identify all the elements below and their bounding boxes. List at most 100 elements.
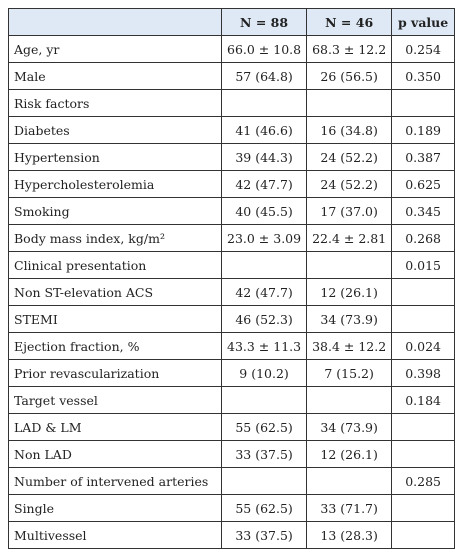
cell: 12 (26.1) [306, 440, 393, 468]
cell: 33 (71.7) [306, 494, 393, 522]
cell [220, 386, 308, 414]
table-row: Target vessel 0.184 [8, 386, 455, 414]
cell [220, 89, 308, 117]
cell: 0.015 [391, 251, 455, 279]
cell: 0.285 [391, 467, 455, 495]
table-row: LAD & LM 55 (62.5) 34 (73.9) [8, 413, 455, 441]
cell: 17 (37.0) [306, 197, 393, 225]
cell [391, 278, 455, 306]
cell: 0.350 [391, 62, 455, 90]
cell [391, 440, 455, 468]
row-label: Target vessel [8, 386, 222, 414]
cell: 23.0 ± 3.09 [220, 224, 308, 252]
cell: 55 (62.5) [220, 494, 308, 522]
cell: 9 (10.2) [220, 359, 308, 387]
row-label: Smoking [8, 197, 222, 225]
cell: 24 (52.2) [306, 170, 393, 198]
row-label: Clinical presentation [8, 251, 222, 279]
row-label: Single [8, 494, 222, 522]
cell: 0.625 [391, 170, 455, 198]
cell: 0.387 [391, 143, 455, 171]
row-label: Risk factors [8, 89, 222, 117]
table-row: Ejection fraction, % 43.3 ± 11.3 38.4 ± 12… [8, 332, 455, 360]
row-label: Number of intervened arteries [8, 467, 222, 495]
row-label: Hypertension [8, 143, 222, 171]
cell: 38.4 ± 12.2 [306, 332, 393, 360]
cell: 41 (46.6) [220, 116, 308, 144]
cell: 0.398 [391, 359, 455, 387]
table-row: Hypercholesterolemia 42 (47.7) 24 (52.2) 0.… [8, 170, 455, 198]
row-label: Diabetes [8, 116, 222, 144]
cell [391, 89, 455, 117]
table-row: Age, yr 66.0 ± 10.8 68.3 ± 12.2 0.254 [8, 35, 455, 63]
row-label: LAD & LM [8, 413, 222, 441]
cell: 16 (34.8) [306, 116, 393, 144]
cell [306, 467, 393, 495]
table-row: Diabetes 41 (46.6) 16 (34.8) 0.189 [8, 116, 455, 144]
cell: 13 (28.3) [306, 521, 393, 549]
cell: 33 (37.5) [220, 440, 308, 468]
header-cell: N = 88 [220, 8, 308, 36]
table-row: Non LAD 33 (37.5) 12 (26.1) [8, 440, 455, 468]
row-label: Multivessel [8, 521, 222, 549]
cell: 0.345 [391, 197, 455, 225]
cell: 40 (45.5) [220, 197, 308, 225]
cell [391, 494, 455, 522]
cell: 0.184 [391, 386, 455, 414]
cell [391, 521, 455, 549]
data-table: N = 88 N = 46 p value Age, yr 66.0 ± 10.8 68… [8, 8, 455, 549]
table-row: Single 55 (62.5) 33 (71.7) [8, 494, 455, 522]
cell [306, 386, 393, 414]
cell: 43.3 ± 11.3 [220, 332, 308, 360]
row-label: Non LAD [8, 440, 222, 468]
cell: 34 (73.9) [306, 413, 393, 441]
cell: 24 (52.2) [306, 143, 393, 171]
cell: 7 (15.2) [306, 359, 393, 387]
row-label: Hypercholesterolemia [8, 170, 222, 198]
cell: 34 (73.9) [306, 305, 393, 333]
table-row: STEMI 46 (52.3) 34 (73.9) [8, 305, 455, 333]
cell: 0.189 [391, 116, 455, 144]
cell [391, 305, 455, 333]
row-label: Ejection fraction, % [8, 332, 222, 360]
row-label: Male [8, 62, 222, 90]
row-label: Non ST-elevation ACS [8, 278, 222, 306]
header-cell: N = 46 [306, 8, 393, 36]
table-row: Smoking 40 (45.5) 17 (37.0) 0.345 [8, 197, 455, 225]
cell: 12 (26.1) [306, 278, 393, 306]
cell: 0.024 [391, 332, 455, 360]
table-header: N = 88 N = 46 p value [8, 8, 455, 36]
table-row: Body mass index, kg/m² 23.0 ± 3.09 22.4 ± … [8, 224, 455, 252]
table-row: Hypertension 39 (44.3) 24 (52.2) 0.387 [8, 143, 455, 171]
header-cell: p value [391, 8, 455, 36]
cell [220, 251, 308, 279]
row-label: STEMI [8, 305, 222, 333]
table-row: Non ST-elevation ACS 42 (47.7) 12 (26.1) [8, 278, 455, 306]
header-cell [8, 8, 222, 36]
cell [306, 89, 393, 117]
cell: 42 (47.7) [220, 170, 308, 198]
cell: 26 (56.5) [306, 62, 393, 90]
table-row: Prior revascularization 9 (10.2) 7 (15.2) 0… [8, 359, 455, 387]
row-label: Prior revascularization [8, 359, 222, 387]
table-row: Risk factors [8, 89, 455, 117]
cell [220, 467, 308, 495]
table-row: Clinical presentation 0.015 [8, 251, 455, 279]
table-row: Number of intervened arteries 0.285 [8, 467, 455, 495]
cell: 33 (37.5) [220, 521, 308, 549]
cell [306, 251, 393, 279]
cell: 22.4 ± 2.81 [306, 224, 393, 252]
row-label: Age, yr [8, 35, 222, 63]
table-row: Multivessel 33 (37.5) 13 (28.3) [8, 521, 455, 549]
cell: 66.0 ± 10.8 [220, 35, 308, 63]
cell: 68.3 ± 12.2 [306, 35, 393, 63]
cell: 0.268 [391, 224, 455, 252]
cell: 55 (62.5) [220, 413, 308, 441]
cell [391, 413, 455, 441]
header-row: N = 88 N = 46 p value [8, 8, 455, 36]
cell: 57 (64.8) [220, 62, 308, 90]
row-label: Body mass index, kg/m² [8, 224, 222, 252]
cell: 0.254 [391, 35, 455, 63]
table-row: Male 57 (64.8) 26 (56.5) 0.350 [8, 62, 455, 90]
